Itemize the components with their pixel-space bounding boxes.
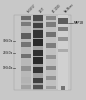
Text: 300kDa: 300kDa <box>3 39 13 43</box>
Bar <box>33 15 43 90</box>
Bar <box>33 57 43 64</box>
Text: Rat-Mono: Rat-Mono <box>64 3 75 14</box>
Bar <box>46 43 56 48</box>
Bar <box>21 77 31 83</box>
Text: 180kDa: 180kDa <box>2 66 13 70</box>
Bar <box>21 16 31 20</box>
Bar <box>21 54 31 57</box>
Bar <box>21 42 31 47</box>
Bar <box>33 50 43 56</box>
Bar <box>46 32 56 37</box>
Text: 293T: 293T <box>39 7 46 14</box>
Bar <box>46 15 56 90</box>
Bar <box>33 85 43 89</box>
Bar <box>21 66 31 71</box>
Bar <box>14 15 71 90</box>
Bar <box>46 86 56 89</box>
Bar <box>46 22 56 27</box>
Bar <box>33 78 43 83</box>
Bar <box>61 86 65 90</box>
Bar <box>21 85 31 89</box>
Bar <box>46 76 56 80</box>
Bar <box>21 22 31 26</box>
Bar <box>46 55 56 58</box>
Bar <box>58 15 68 90</box>
Bar <box>33 39 43 46</box>
Bar <box>21 15 31 90</box>
Bar <box>33 23 43 28</box>
Bar <box>58 37 68 41</box>
Bar <box>33 67 43 73</box>
Text: 250kDa: 250kDa <box>3 51 13 55</box>
Text: SH-SY5Y: SH-SY5Y <box>27 4 37 14</box>
Text: MAP1B: MAP1B <box>74 21 84 25</box>
Bar <box>46 16 56 20</box>
Bar <box>33 15 43 21</box>
Text: A7-1080: A7-1080 <box>52 4 63 14</box>
Bar <box>58 18 68 24</box>
Bar <box>58 27 68 31</box>
Bar <box>46 66 56 70</box>
Bar <box>33 30 43 38</box>
Bar <box>58 49 68 52</box>
Bar <box>21 33 31 39</box>
